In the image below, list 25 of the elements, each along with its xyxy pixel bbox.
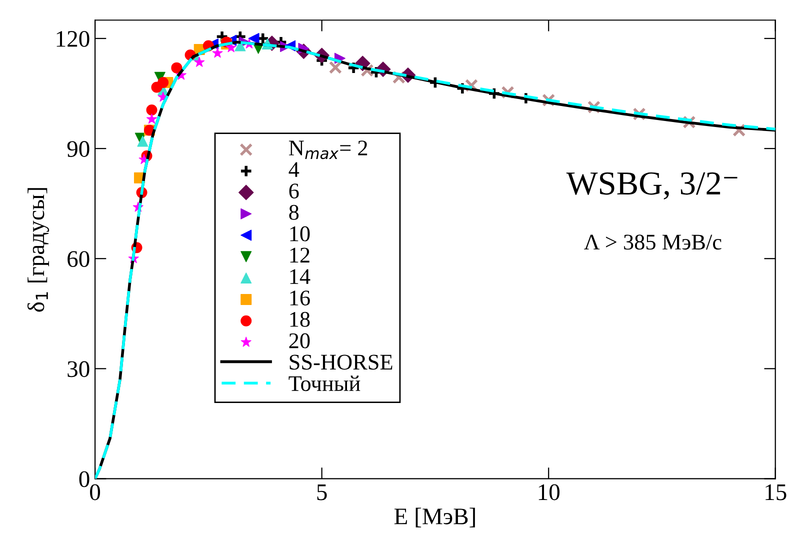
legend-label: SS-HORSE bbox=[290, 354, 392, 370]
legend-label: 4 bbox=[288, 162, 300, 177]
annotation: WSBG, 3/2⁻ bbox=[566, 172, 738, 200]
legend-label: 14 bbox=[290, 269, 310, 284]
y-tick-label: 0 bbox=[79, 471, 90, 488]
legend-label: 12 bbox=[290, 248, 310, 262]
x-axis-title: E [МэВ] bbox=[394, 508, 475, 528]
legend-label: 10 bbox=[290, 226, 310, 242]
x-tick-label: 10 bbox=[538, 484, 560, 500]
legend-label: 8 bbox=[289, 204, 299, 220]
x-tick-label: 15 bbox=[766, 484, 786, 500]
x-tick-label: 0 bbox=[90, 484, 100, 500]
y-tick-label: 120 bbox=[56, 30, 90, 47]
legend-label: Точный bbox=[288, 376, 360, 392]
legend-label: 20 bbox=[289, 333, 310, 348]
y-tick-label: 60 bbox=[68, 251, 90, 268]
y-tick-label: 90 bbox=[67, 141, 90, 157]
legend-label: 18 bbox=[290, 312, 310, 327]
annotation: Λ > 385 МэВ/c bbox=[584, 234, 722, 250]
legend-label: 16 bbox=[290, 290, 310, 306]
y-tick-label: 30 bbox=[68, 361, 90, 378]
x-tick-label: 5 bbox=[317, 484, 327, 500]
y-axis-title: δ$_{1}$ [градусы] bbox=[27, 188, 50, 312]
legend-label: 6 bbox=[289, 184, 299, 198]
legend-label: N$_{max}$= 2 bbox=[288, 140, 368, 160]
